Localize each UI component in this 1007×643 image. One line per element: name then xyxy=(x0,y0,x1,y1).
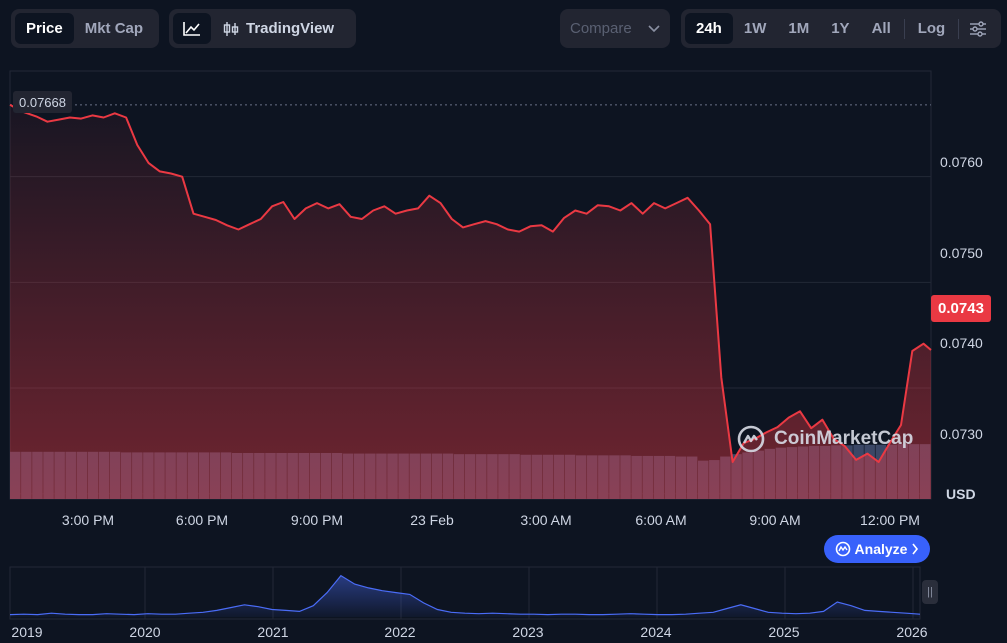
range-switch: 24h 1W 1M 1Y All Log xyxy=(681,9,1001,48)
price-area xyxy=(10,104,931,500)
y-tick-label: 0.0740 xyxy=(940,335,983,351)
tradingview-button[interactable]: TradingView xyxy=(211,13,345,44)
y-tick-label: 0.0730 xyxy=(940,426,983,442)
navigator-frame xyxy=(9,566,921,620)
navigator-year-label: 2022 xyxy=(384,624,416,640)
navigator-year-label: 2023 xyxy=(512,624,544,640)
pause-handle-icon: || xyxy=(927,586,933,598)
navigator-year-label: 2025 xyxy=(768,624,800,640)
compare-label: Compare xyxy=(570,20,632,37)
chart-settings-button[interactable] xyxy=(961,13,995,44)
candlestick-icon xyxy=(223,21,239,36)
x-tick-label: 23 Feb xyxy=(410,512,454,528)
chevron-right-icon xyxy=(912,543,919,555)
navigator-line xyxy=(9,574,921,616)
navigator-year-label: 2020 xyxy=(129,624,161,640)
line-chart-button[interactable] xyxy=(173,13,211,44)
price-line xyxy=(9,103,932,463)
navigator-year-label: 2021 xyxy=(257,624,289,640)
metric-switch: Price Mkt Cap xyxy=(11,9,159,48)
settings-sliders-icon xyxy=(970,20,987,37)
open-price-tag: 0.07668 xyxy=(13,91,72,113)
y-tick-label: 0.0750 xyxy=(940,245,983,261)
coinmarketcap-logo-icon xyxy=(835,541,850,557)
coinmarketcap-logo-icon xyxy=(737,425,765,453)
range-tab-24h[interactable]: 24h xyxy=(685,13,733,44)
analyze-label: Analyze xyxy=(854,541,908,557)
currency-label: USD xyxy=(946,486,976,502)
current-price-tag: 0.0743 xyxy=(931,295,991,322)
navigator-year-label: 2026 xyxy=(896,624,928,640)
tradingview-label: TradingView xyxy=(246,20,335,37)
compare-dropdown[interactable]: Compare xyxy=(560,9,670,48)
chevron-down-icon xyxy=(648,24,660,32)
navigator-year-label: 2024 xyxy=(640,624,672,640)
price-tab[interactable]: Price xyxy=(15,13,74,44)
toolbar-divider xyxy=(903,18,905,39)
x-tick-label: 9:00 PM xyxy=(290,512,344,528)
range-tab-1y[interactable]: 1Y xyxy=(831,20,850,37)
analyze-button[interactable]: Analyze xyxy=(824,535,930,563)
navigator-year-label: 2019 xyxy=(11,624,43,640)
coinmarketcap-watermark: CoinMarketCap xyxy=(736,424,913,454)
log-scale-toggle[interactable]: Log xyxy=(917,20,946,37)
x-tick-label: 3:00 PM xyxy=(61,512,115,528)
chart-style-switch: TradingView xyxy=(169,9,356,48)
range-tab-1w[interactable]: 1W xyxy=(743,20,767,37)
range-tab-all[interactable]: All xyxy=(871,20,891,37)
y-tick-label: 0.0760 xyxy=(940,154,983,170)
market-cap-tab[interactable]: Mkt Cap xyxy=(84,20,144,37)
x-tick-label: 12:00 PM xyxy=(860,512,920,528)
toolbar-divider xyxy=(958,18,960,39)
x-tick-label: 6:00 PM xyxy=(175,512,229,528)
line-chart-icon xyxy=(183,21,200,36)
range-tab-1m[interactable]: 1M xyxy=(788,20,810,37)
x-tick-label: 6:00 AM xyxy=(635,512,687,528)
x-tick-label: 3:00 AM xyxy=(520,512,572,528)
x-tick-label: 9:00 AM xyxy=(749,512,801,528)
watermark-text: CoinMarketCap xyxy=(774,428,914,449)
navigator-handle[interactable]: || xyxy=(922,580,938,604)
